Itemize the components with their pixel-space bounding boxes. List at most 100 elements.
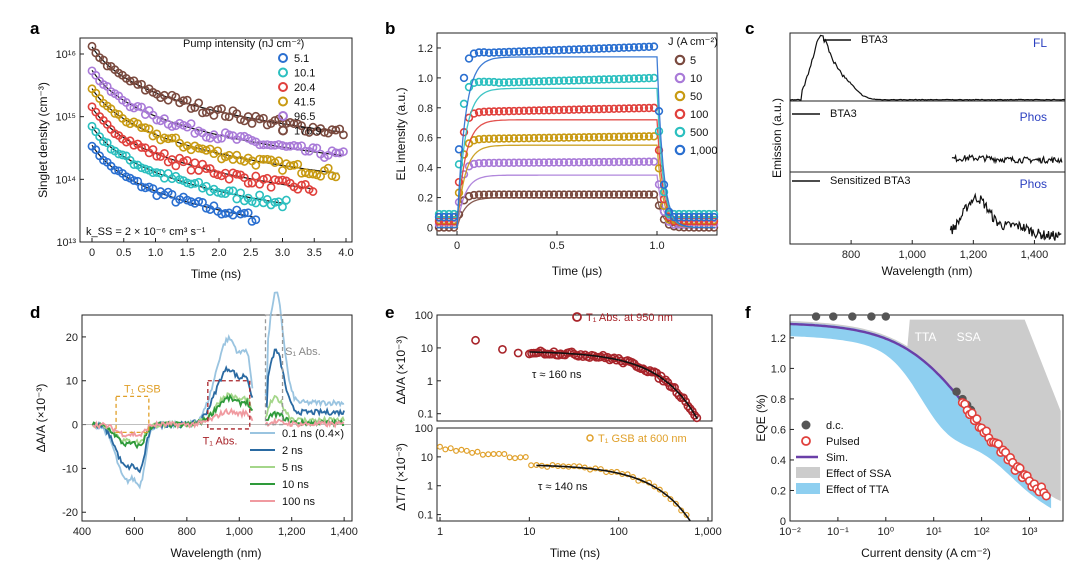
- panel-b-point: [569, 105, 579, 114]
- panel-b-point: [604, 44, 614, 53]
- panel-a-point: [251, 171, 261, 181]
- panel-a-point: [213, 105, 223, 114]
- panel-a-point: [251, 160, 261, 170]
- panel-b-point: [634, 190, 644, 199]
- panel-a-point: [320, 127, 329, 137]
- panel-b-ytick-label: 1.0: [418, 73, 433, 85]
- panel-b-point: [569, 133, 579, 142]
- panel-b-point: [614, 74, 624, 84]
- panel-a-point: [152, 151, 162, 161]
- panel-b-point: [639, 103, 649, 113]
- panel-b-point: [619, 190, 629, 199]
- panel-b-point: [584, 75, 594, 85]
- panel-b-point: [569, 45, 579, 54]
- panel-b-point: [524, 158, 534, 167]
- panel-a-legend-marker: [278, 82, 288, 92]
- panel-b-legend-marker: [674, 126, 686, 138]
- panel-e-bottom-point: [667, 496, 674, 503]
- panel-d-ytick-label: 0: [72, 420, 78, 432]
- panel-b-point: [559, 76, 569, 85]
- panel-e-bottom-point: [490, 451, 497, 458]
- panel-b-point: [514, 77, 524, 87]
- panel-b-point: [624, 104, 634, 113]
- panel-a-point: [255, 190, 265, 200]
- panel-b-ytick-label: 0.6: [418, 133, 433, 145]
- panel-b-point: [634, 74, 644, 83]
- panel-b-point: [484, 77, 494, 87]
- panel-e-bottom-point: [549, 462, 556, 469]
- panel-b-point: [509, 77, 519, 87]
- panel-label-e: e: [385, 303, 394, 322]
- panel-a-point: [167, 189, 177, 199]
- panel-a-point: [308, 143, 318, 153]
- panel-e-top-legend-label: T₁ Abs. at 950 nm: [586, 312, 673, 324]
- panel-d-xtick-label: 1,200: [278, 526, 306, 538]
- panel-e-bottom-legend-label: T₁ GSB at 600 nm: [598, 433, 687, 445]
- panel-b-point: [624, 157, 634, 167]
- panel-e-bottom-point: [683, 511, 690, 518]
- panel-b-point: [494, 190, 504, 199]
- panel-b-point: [609, 132, 619, 142]
- panel-a-point: [171, 161, 181, 171]
- panel-f-legend-marker: [796, 483, 820, 494]
- panel-b-point: [514, 190, 524, 199]
- panel-b-point: [634, 104, 644, 113]
- panel-b-point: [614, 190, 624, 199]
- panel-b-point: [619, 157, 629, 167]
- panel-f-legend-label: Effect of SSA: [826, 468, 892, 480]
- panel-a-point: [152, 168, 162, 177]
- panel-a-point: [110, 165, 120, 175]
- panel-a-point: [300, 146, 310, 156]
- panel-d-ylabel: ΔA/A (×10⁻³): [34, 384, 48, 453]
- panel-b-point: [524, 47, 534, 56]
- panel-b-point: [629, 43, 639, 52]
- panel-b-point: [649, 190, 659, 199]
- panel-a-point: [194, 98, 204, 108]
- panel-b-point: [629, 74, 639, 83]
- panel-b-point: [574, 190, 584, 199]
- panel-a-point: [259, 175, 268, 184]
- panel-e-bottom-point: [672, 500, 679, 507]
- panel-b-point: [639, 74, 649, 83]
- panel-e-top-point: [681, 397, 691, 407]
- panel-b-point: [589, 44, 599, 54]
- panel-e-bottom-point: [512, 455, 519, 462]
- panel-e-bottom-point: [544, 463, 551, 470]
- panel-a-point: [133, 80, 143, 89]
- panel-b-point: [564, 76, 574, 85]
- panel-d-spectrum-line: [264, 394, 345, 424]
- panel-b-point: [534, 190, 544, 199]
- panel-b-xtick-label: 0.5: [549, 240, 564, 252]
- panel-e-bottom-ylabel: ΔT/T (×10⁻³): [394, 443, 408, 511]
- panel-e-top-point: [498, 345, 507, 354]
- panel-a-point: [228, 168, 238, 178]
- panel-d-xtick-label: 1,000: [226, 526, 254, 538]
- panel-e-bottom-point: [506, 454, 513, 461]
- panel-f-dc-point: [848, 312, 857, 321]
- panel-b-frame: [436, 32, 718, 236]
- panel-b-point: [544, 158, 554, 167]
- panel-b-point: [574, 45, 584, 54]
- panel-b-point: [499, 134, 509, 143]
- panel-e-top-point: [513, 348, 523, 358]
- panel-a-xlabel: Time (ns): [191, 267, 241, 281]
- panel-a-point: [179, 157, 188, 167]
- panel-d-xtick-label: 600: [125, 526, 143, 538]
- panel-b-point: [599, 44, 609, 53]
- panel-f-dc-point: [867, 312, 876, 321]
- panel-b-point: [574, 158, 584, 167]
- panel-f-dc-point: [881, 312, 891, 321]
- panel-b-legend-label: 100: [690, 109, 708, 121]
- panel-b-point: [524, 77, 534, 86]
- panel-f-pulsed-point: [1041, 491, 1051, 501]
- panel-c-tag: Phos: [1020, 177, 1047, 191]
- panel-f-xtick-label: 10⁰: [877, 526, 894, 538]
- panel-e-top-fit: [529, 351, 698, 420]
- panel-b-point: [554, 158, 564, 167]
- panel-a-point: [121, 137, 131, 147]
- panel-b-point: [594, 75, 604, 84]
- panel-e-bottom-point: [576, 463, 583, 470]
- panel-b-point: [689, 212, 699, 222]
- panel-d-xtick-label: 800: [178, 526, 196, 538]
- panel-a-point: [300, 126, 310, 136]
